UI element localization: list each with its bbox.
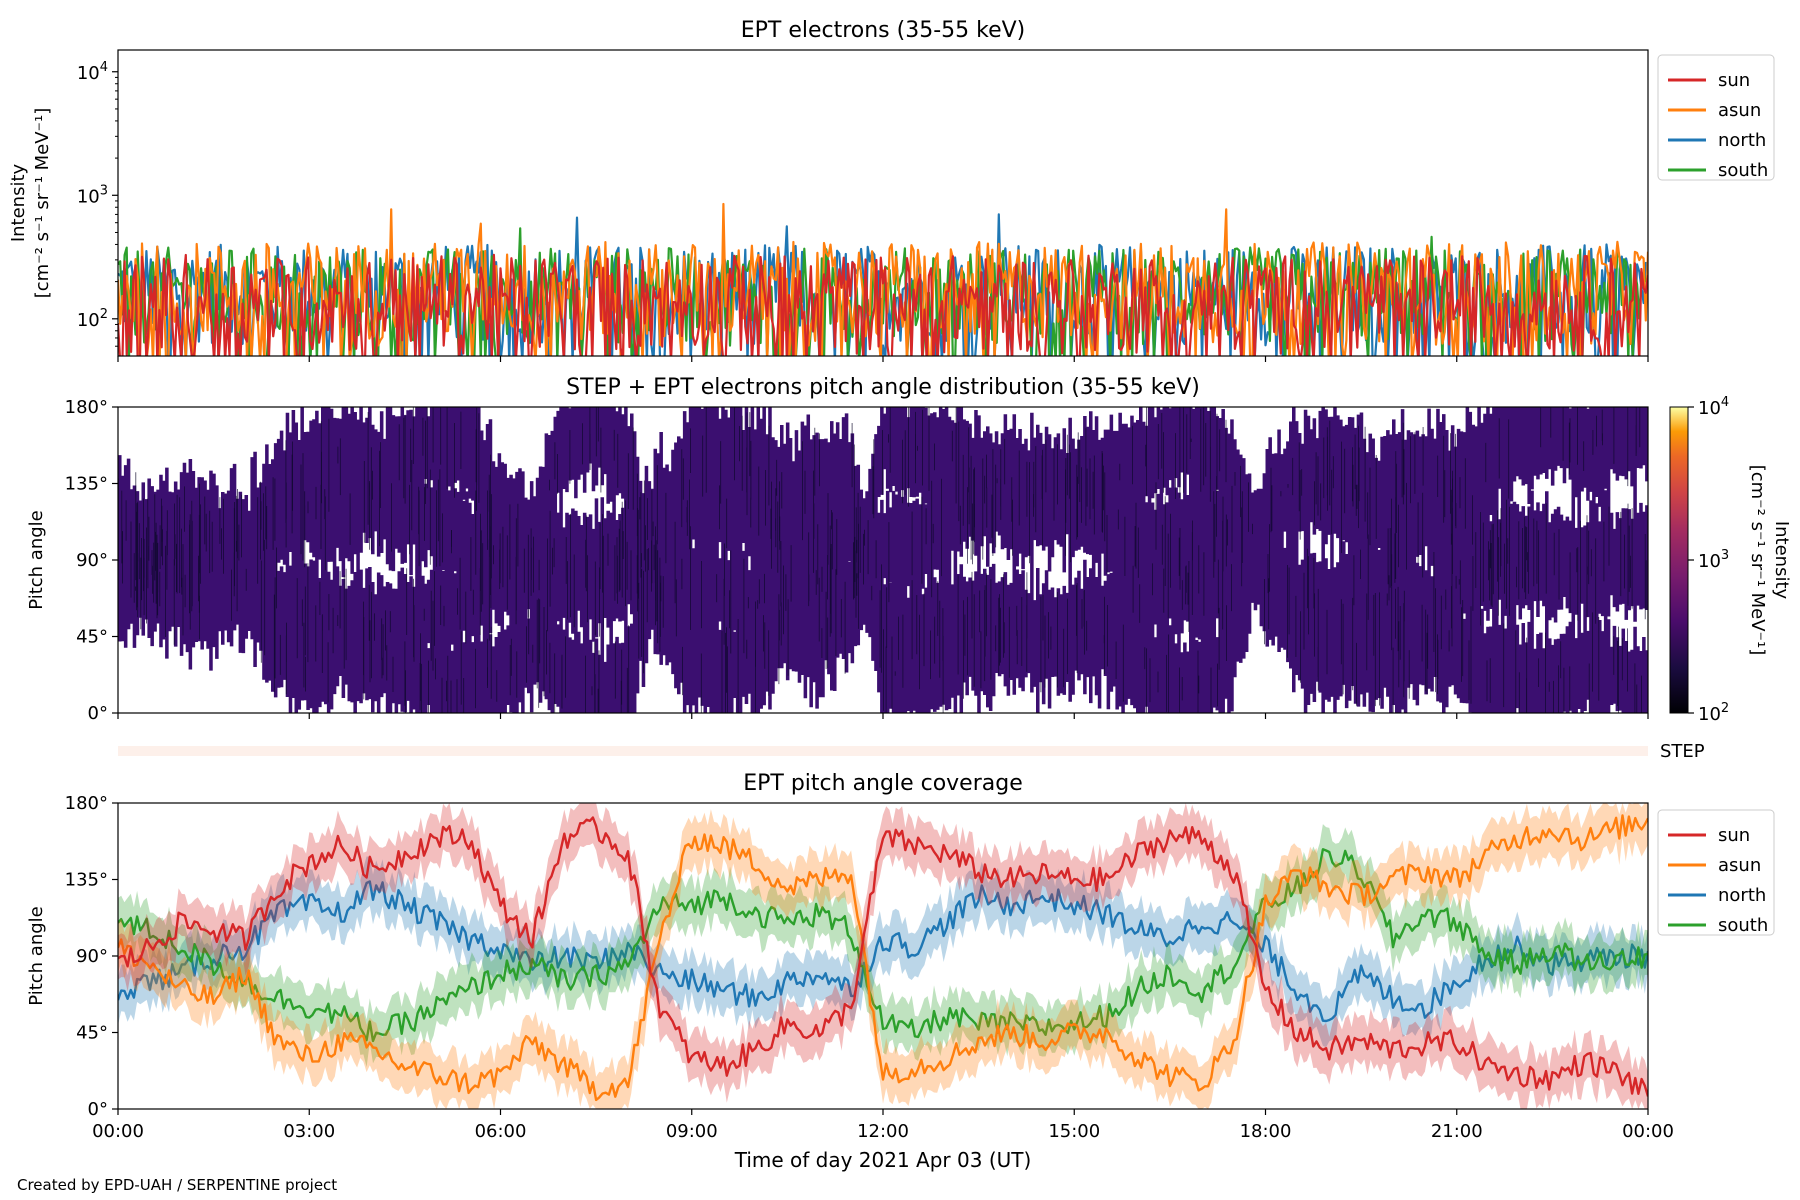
coverage-band-south [118, 824, 1648, 1067]
coverage-xtick-label: 00:00 [1622, 1121, 1674, 1142]
pad-heatmap-group [118, 407, 1648, 713]
coverage-series-group [118, 803, 1648, 1109]
intensity-yaxis: 102 103 104 [77, 60, 118, 347]
intensity-legend-label-sun: sun [1718, 70, 1750, 91]
pad-ytick-label: 135° [65, 474, 108, 495]
coverage-series-asun [118, 814, 1648, 1102]
pad-colorbar-ticks: 102 103 104 [1688, 395, 1729, 725]
intensity-series-sun [118, 253, 1648, 356]
coverage-xtick-label: 09:00 [666, 1121, 718, 1142]
coverage-band-sun [118, 803, 1648, 1109]
pad-yaxis: 0° 45° 90° 135° 180° [65, 397, 118, 724]
coverage-series-north [118, 880, 1648, 1023]
coverage-series-south [118, 848, 1648, 1043]
intensity-legend: sun asun north south [1657, 54, 1775, 181]
pad-ylabel: Pitch angle [26, 510, 47, 609]
pad-colorbar-tick-label: 103 [1698, 548, 1729, 572]
pad-panel-title: STEP + EPT electrons pitch angle distrib… [566, 375, 1200, 400]
coverage-xlabel: Time of day 2021 Apr 03 (UT) [734, 1148, 1032, 1172]
coverage-ytick-label: 0° [88, 1099, 108, 1120]
pad-colorbar-label-line2: [cm⁻² s⁻¹ sr⁻¹ MeV⁻¹] [1747, 465, 1768, 656]
intensity-ytick-label: 102 [77, 307, 108, 331]
intensity-ylabel-line2: [cm⁻² s⁻¹ sr⁻¹ MeV⁻¹] [32, 108, 53, 299]
coverage-legend-label-asun: asun [1718, 855, 1761, 876]
intensity-ytick-label: 104 [77, 60, 108, 84]
coverage-ytick-label: 135° [65, 870, 108, 891]
coverage-ylabel: Pitch angle [26, 906, 47, 1005]
intensity-panel-title: EPT electrons (35-55 keV) [741, 18, 1026, 43]
coverage-panel: EPT pitch angle coverage 0° 45° 90° 135° 180… [26, 771, 1775, 1172]
coverage-xtick-label: 15:00 [1048, 1121, 1100, 1142]
coverage-legend-label-north: north [1718, 885, 1766, 906]
intensity-panel: EPT electrons (35-55 keV) 102 103 104 Inte… [8, 18, 1775, 362]
coverage-xtick-label: 18:00 [1240, 1121, 1292, 1142]
coverage-xtick-label: 12:00 [857, 1121, 909, 1142]
intensity-series-group [118, 202, 1648, 356]
pad-ytick-label: 45° [76, 627, 108, 648]
coverage-band-asun [118, 803, 1648, 1109]
intensity-legend-label-north: north [1718, 130, 1766, 151]
pad-colorbar [1669, 406, 1689, 714]
pad-ytick-label: 180° [65, 397, 108, 418]
coverage-legend-label-south: south [1718, 915, 1768, 936]
pad-heatmap-streaks [118, 407, 1647, 713]
figure-footer: Created by EPD-UAH / SERPENTINE project [17, 1176, 338, 1194]
coverage-xtick-label: 21:00 [1431, 1121, 1483, 1142]
coverage-ytick-label: 45° [76, 1023, 108, 1044]
coverage-ytick-label: 90° [76, 946, 108, 967]
coverage-yaxis: 0° 45° 90° 135° 180° [65, 793, 118, 1120]
pad-heatmap-cells [118, 407, 1648, 713]
coverage-series-sun [118, 816, 1648, 1097]
pad-ytick-label: 0° [88, 703, 108, 724]
step-band-label: STEP [1660, 741, 1705, 762]
coverage-xaxis: 00:00 03:00 06:00 09:00 12:00 15:00 18:00 21:00… [92, 1109, 1674, 1142]
coverage-xtick-label: 06:00 [475, 1121, 527, 1142]
pad-colorbar-tick-label: 104 [1698, 395, 1729, 419]
coverage-legend-label-sun: sun [1718, 825, 1750, 846]
coverage-xtick-label: 00:00 [92, 1121, 144, 1142]
intensity-legend-label-south: south [1718, 160, 1768, 181]
pad-colorbar-tick-label: 102 [1698, 701, 1729, 725]
step-band [118, 746, 1648, 756]
coverage-legend-box [1657, 809, 1775, 936]
coverage-xtick-label: 03:00 [283, 1121, 335, 1142]
pad-ytick-label: 90° [76, 550, 108, 571]
intensity-ylabel-line1: Intensity [8, 163, 29, 242]
intensity-ytick-label: 103 [77, 183, 108, 207]
coverage-legend: sun asun north south [1657, 809, 1775, 936]
coverage-panel-title: EPT pitch angle coverage [743, 771, 1023, 796]
pad-panel: STEP + EPT electrons pitch angle distrib… [26, 375, 1792, 762]
pad-colorbar-label-line1: Intensity [1771, 521, 1792, 600]
intensity-legend-label-asun: asun [1718, 100, 1761, 121]
coverage-band-north [118, 856, 1648, 1048]
intensity-legend-box [1657, 54, 1775, 181]
intensity-xticks [117, 356, 1649, 362]
pad-xticks [117, 713, 1649, 719]
coverage-ytick-label: 180° [65, 793, 108, 814]
